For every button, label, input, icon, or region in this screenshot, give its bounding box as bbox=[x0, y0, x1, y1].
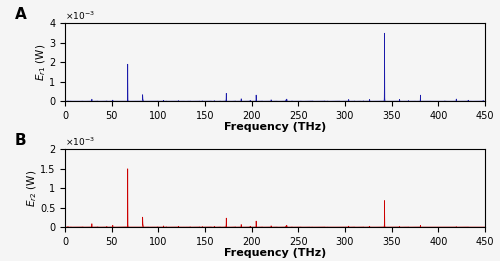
Text: A: A bbox=[14, 7, 26, 22]
Text: $\times10^{-3}$: $\times10^{-3}$ bbox=[65, 10, 95, 22]
Y-axis label: $E_{r2}$ (W): $E_{r2}$ (W) bbox=[25, 170, 38, 207]
Y-axis label: $E_{r1}$ (W): $E_{r1}$ (W) bbox=[34, 44, 48, 81]
X-axis label: Frequency (THz): Frequency (THz) bbox=[224, 248, 326, 258]
X-axis label: Frequency (THz): Frequency (THz) bbox=[224, 122, 326, 132]
Text: $\times10^{-3}$: $\times10^{-3}$ bbox=[65, 135, 95, 148]
Text: B: B bbox=[14, 133, 26, 148]
